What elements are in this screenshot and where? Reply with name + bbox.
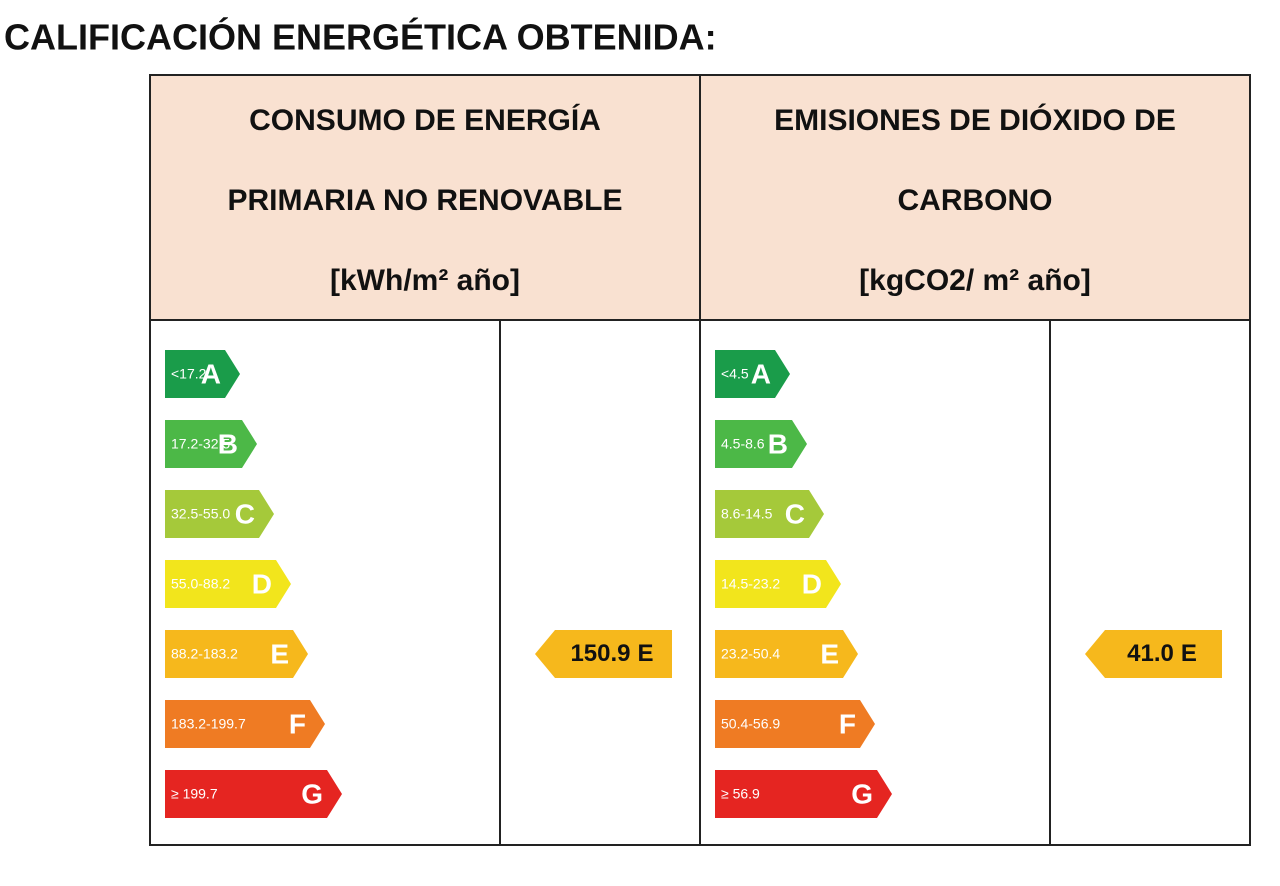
rating-letter: E bbox=[820, 638, 839, 669]
rating-range: 32.5-55.0 bbox=[171, 506, 230, 522]
rating-range: 183.2-199.7 bbox=[171, 716, 246, 732]
rating-range: <17.2 bbox=[171, 366, 207, 382]
rating-range: <4.5 bbox=[721, 366, 749, 382]
result-value: 41.0 bbox=[1127, 640, 1174, 667]
rating-range: ≥ 56.9 bbox=[721, 786, 760, 802]
rating-range: 55.0-88.2 bbox=[171, 576, 230, 592]
rating-arrow bbox=[715, 490, 824, 538]
result-value: 150.9 bbox=[570, 640, 630, 667]
panel-heading: [kWh/m² año] bbox=[330, 264, 520, 297]
rating-arrow bbox=[165, 770, 342, 818]
rating-range: 4.5-8.6 bbox=[721, 436, 765, 452]
rating-arrow bbox=[165, 700, 325, 748]
panel-heading: CARBONO bbox=[898, 184, 1053, 217]
result-label: 150.9 E bbox=[570, 640, 653, 667]
panel-heading: [kgCO2/ m² año] bbox=[859, 264, 1091, 297]
rating-arrow bbox=[165, 490, 274, 538]
rating-arrow bbox=[165, 630, 308, 678]
panel-heading: EMISIONES DE DIÓXIDO DE bbox=[774, 103, 1176, 137]
result-label: 41.0 E bbox=[1127, 640, 1197, 667]
rating-letter: A bbox=[201, 358, 221, 389]
rating-letter: B bbox=[218, 428, 238, 459]
rating-letter: F bbox=[839, 708, 856, 739]
rating-arrow bbox=[715, 350, 790, 398]
rating-range: 14.5-23.2 bbox=[721, 576, 780, 592]
rating-range: 17.2-32.5 bbox=[171, 436, 230, 452]
rating-arrow bbox=[715, 420, 807, 468]
rating-letter: A bbox=[751, 358, 771, 389]
panel-heading: PRIMARIA NO RENOVABLE bbox=[227, 184, 622, 217]
rating-letter: G bbox=[301, 778, 323, 809]
rating-arrow bbox=[165, 350, 240, 398]
result-arrow bbox=[535, 630, 672, 678]
rating-arrow bbox=[715, 560, 841, 608]
result-arrow bbox=[1085, 630, 1222, 678]
rating-range: ≥ 199.7 bbox=[171, 786, 218, 802]
rating-range: 88.2-183.2 bbox=[171, 646, 238, 662]
rating-arrow bbox=[715, 630, 858, 678]
rating-letter: D bbox=[252, 568, 272, 599]
rating-letter: C bbox=[785, 498, 805, 529]
rating-letter: B bbox=[768, 428, 788, 459]
result-letter: E bbox=[638, 640, 654, 667]
rating-range: 50.4-56.9 bbox=[721, 716, 780, 732]
rating-letter: C bbox=[235, 498, 255, 529]
rating-arrow bbox=[715, 700, 875, 748]
rating-arrow bbox=[165, 560, 291, 608]
result-letter: E bbox=[1181, 640, 1197, 667]
rating-arrow bbox=[165, 420, 257, 468]
rating-letter: D bbox=[802, 568, 822, 599]
rating-range: 8.6-14.5 bbox=[721, 506, 773, 522]
title: CALIFICACIÓN ENERGÉTICA OBTENIDA: bbox=[4, 16, 717, 58]
panel-heading: CONSUMO DE ENERGÍA bbox=[249, 103, 601, 137]
rating-letter: G bbox=[851, 778, 873, 809]
rating-arrow bbox=[715, 770, 892, 818]
rating-letter: F bbox=[289, 708, 306, 739]
rating-letter: E bbox=[270, 638, 289, 669]
rating-range: 23.2-50.4 bbox=[721, 646, 780, 662]
